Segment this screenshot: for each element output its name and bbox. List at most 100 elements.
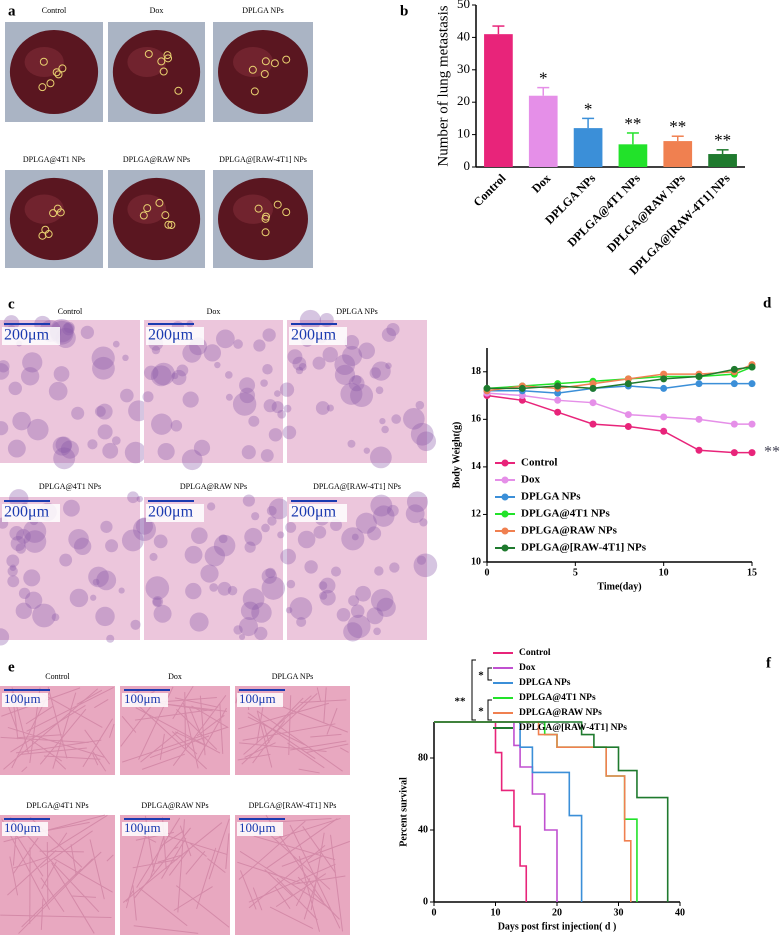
fiber bbox=[161, 830, 185, 847]
cell-cluster bbox=[299, 309, 321, 331]
cell-cluster bbox=[171, 372, 179, 380]
bracket bbox=[487, 699, 492, 721]
x-axis-label: Days post first injection( d ) bbox=[498, 921, 617, 932]
cell-cluster bbox=[233, 625, 243, 635]
cell-cluster bbox=[260, 449, 274, 463]
fiber bbox=[134, 701, 208, 770]
cell-cluster bbox=[370, 446, 392, 469]
nodule-mark bbox=[254, 204, 263, 213]
fiber bbox=[94, 698, 109, 709]
fiber bbox=[189, 842, 207, 857]
bracket bbox=[471, 659, 476, 721]
cell-cluster bbox=[23, 530, 47, 553]
cell-cluster bbox=[232, 392, 257, 416]
cell-cluster bbox=[12, 411, 31, 431]
panel-letter: e bbox=[8, 659, 15, 675]
image-label: Control bbox=[42, 6, 67, 15]
cell-cluster bbox=[282, 425, 297, 440]
fiber bbox=[109, 723, 115, 738]
fiber bbox=[225, 833, 230, 870]
legend-label: DPLGA@RAW NPs bbox=[521, 525, 618, 537]
cell-cluster bbox=[20, 367, 40, 386]
cell-cluster bbox=[130, 619, 141, 630]
data-point bbox=[554, 408, 562, 416]
fiber bbox=[41, 693, 103, 728]
cell-cluster bbox=[7, 575, 20, 588]
cell-cluster bbox=[105, 539, 119, 553]
scale-bg bbox=[237, 822, 283, 836]
fiber bbox=[122, 822, 223, 903]
fiber bbox=[326, 707, 338, 735]
cell-cluster bbox=[239, 617, 258, 637]
cell-cluster bbox=[330, 566, 342, 577]
cell-cluster bbox=[336, 607, 351, 622]
cell-cluster bbox=[271, 401, 284, 414]
image-label: DPLGA@[RAW-4T1] NPs bbox=[219, 155, 307, 164]
scale-bg bbox=[2, 693, 48, 707]
lung-shade bbox=[127, 47, 167, 77]
fiber bbox=[0, 914, 112, 919]
cell-cluster bbox=[241, 445, 256, 460]
cell-cluster bbox=[350, 384, 374, 408]
fiber bbox=[274, 885, 291, 910]
cell-cluster bbox=[15, 543, 27, 554]
y-tick-label: 50 bbox=[457, 0, 470, 11]
fiber bbox=[237, 861, 301, 884]
fiber bbox=[281, 840, 350, 867]
fiber bbox=[303, 883, 316, 920]
image-label: DPLGA@RAW NPs bbox=[123, 155, 190, 164]
cell-cluster bbox=[274, 390, 281, 397]
fiber bbox=[7, 726, 105, 758]
cell-cluster bbox=[152, 597, 162, 607]
cell-cluster bbox=[344, 335, 360, 350]
annotation: * bbox=[478, 706, 484, 718]
fiber bbox=[3, 814, 105, 843]
cell-cluster bbox=[330, 519, 343, 532]
fiber bbox=[330, 834, 344, 932]
nodule-mark bbox=[144, 50, 153, 59]
cell-cluster bbox=[24, 591, 43, 610]
fiber bbox=[323, 687, 327, 723]
legend-marker bbox=[501, 544, 509, 552]
cell-cluster bbox=[406, 491, 428, 513]
cell-cluster bbox=[55, 436, 73, 454]
cell-cluster bbox=[204, 545, 226, 567]
cell-cluster bbox=[0, 363, 10, 380]
nodule-mark bbox=[58, 64, 67, 73]
fiber bbox=[182, 702, 199, 769]
cell-cluster bbox=[262, 364, 273, 375]
image-label: Control bbox=[58, 307, 83, 316]
scale-label: 200μm bbox=[148, 504, 194, 521]
panel-letter: f bbox=[766, 655, 772, 671]
cell-cluster bbox=[32, 603, 56, 628]
cell-cluster bbox=[248, 415, 260, 427]
series-line bbox=[486, 392, 752, 425]
cell-cluster bbox=[142, 391, 154, 403]
legend-label: DPLGA NPs bbox=[519, 678, 571, 688]
cell-cluster bbox=[242, 588, 265, 610]
cell-cluster bbox=[277, 409, 287, 419]
y-tick-label: 20 bbox=[457, 93, 470, 108]
cell-cluster bbox=[22, 352, 43, 373]
fiber bbox=[43, 755, 101, 760]
fiber bbox=[253, 835, 336, 861]
cell-cluster bbox=[415, 400, 425, 410]
fiber bbox=[171, 731, 198, 755]
image-label: DPLGA@4T1 NPs bbox=[26, 801, 88, 810]
x-tick-label: 5 bbox=[573, 567, 578, 578]
cell-cluster bbox=[121, 529, 144, 552]
cell-cluster bbox=[150, 365, 172, 387]
x-tick-label: Dox bbox=[529, 171, 554, 196]
fiber bbox=[149, 735, 210, 759]
cell-cluster bbox=[289, 597, 313, 620]
fiber bbox=[252, 887, 263, 911]
bar bbox=[663, 141, 693, 167]
fiber bbox=[141, 753, 186, 770]
fiber bbox=[174, 731, 205, 746]
cell-cluster bbox=[265, 567, 276, 579]
cell-cluster bbox=[112, 340, 120, 348]
legend-label: Control bbox=[519, 648, 551, 658]
cell-cluster bbox=[59, 553, 73, 567]
cell-cluster bbox=[351, 533, 359, 541]
cell-cluster bbox=[326, 404, 334, 412]
